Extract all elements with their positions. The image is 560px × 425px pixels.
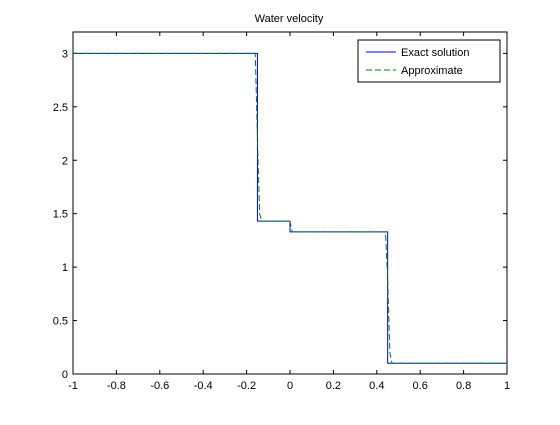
y-tick-label: 2.5 [53,102,68,114]
chart-title: Water velocity [255,13,324,25]
series-line-approximate [73,52,507,364]
y-tick-label: 1.5 [53,209,68,221]
x-tick-label: -0.2 [237,380,256,392]
legend: Exact solution Approximate [357,39,501,83]
y-tick-label: 0.5 [53,316,68,328]
x-tick-label: 1 [504,380,510,392]
series-line-exact-solution [73,52,507,364]
y-tick-label: 3 [62,48,68,60]
x-tick-label: 0.2 [326,380,341,392]
x-tick-label: -0.6 [150,380,169,392]
x-tick-label: -1 [68,380,78,392]
x-tick-label: 0.8 [456,380,471,392]
x-axis: -1 -0.8 -0.6 -0.4 -0.2 0 0.2 0.4 0.6 0.8 1 [68,32,510,392]
y-axis: 0 0.5 1 1.5 2 2.5 3 [53,48,507,381]
series-layer [73,52,507,364]
x-tick-label: 0 [287,380,293,392]
legend-label: Exact solution [401,47,469,59]
x-tick-label: -0.8 [107,380,126,392]
y-tick-label: 0 [62,369,68,381]
legend-box [357,39,501,83]
plot-area-frame [72,31,508,375]
y-tick-label: 1 [62,262,68,274]
x-tick-label: 0.6 [413,380,428,392]
y-tick-label: 2 [62,155,68,167]
x-tick-label: -0.4 [194,380,213,392]
x-tick-label: 0.4 [369,380,384,392]
legend-label: Approximate [401,65,463,77]
